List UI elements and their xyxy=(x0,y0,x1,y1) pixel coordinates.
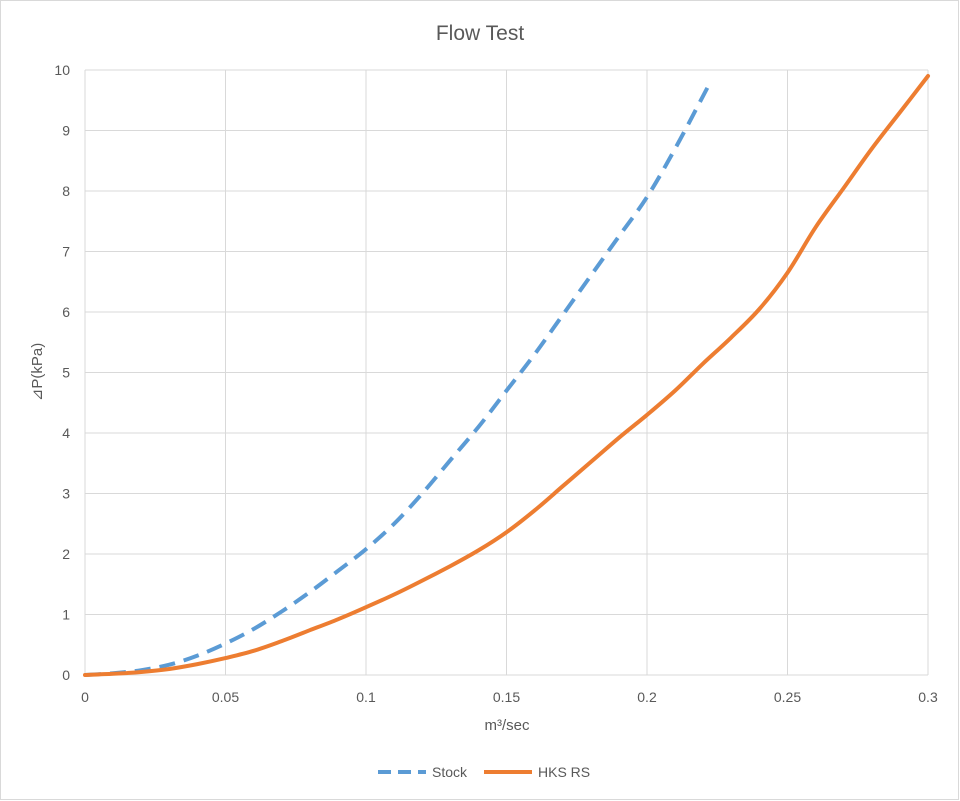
x-axis-title: m³/sec xyxy=(485,717,531,734)
series-line-hks-rs xyxy=(83,74,930,677)
x-tick-label-4: 0.2 xyxy=(637,689,657,705)
y-tick-label-7: 7 xyxy=(62,244,70,260)
legend-label-hks-rs: HKS RS xyxy=(538,764,590,780)
x-tick-label-5: 0.25 xyxy=(774,689,801,705)
tick-labels: 0 1 2 3 4 5 6 7 8 9 10 0 0.05 0.1 0.15 0.2 0.25 0.3 xyxy=(54,62,938,705)
y-tick-label-8: 8 xyxy=(62,183,70,199)
y-tick-label-0: 0 xyxy=(62,667,70,683)
y-tick-label-5: 5 xyxy=(62,365,70,381)
series-lines xyxy=(83,74,930,677)
gridlines xyxy=(84,69,929,676)
x-tick-label-3: 0.15 xyxy=(493,689,520,705)
y-tick-label-4: 4 xyxy=(62,425,70,441)
x-tick-label-6: 0.3 xyxy=(918,689,938,705)
x-tick-label-0: 0 xyxy=(81,689,89,705)
chart-title: Flow Test xyxy=(436,22,524,45)
y-tick-label-9: 9 xyxy=(62,123,70,139)
series-line-stock xyxy=(84,84,711,677)
y-tick-label-3: 3 xyxy=(62,486,70,502)
legend-label-stock: Stock xyxy=(432,764,468,780)
x-tick-label-2: 0.1 xyxy=(356,689,376,705)
y-tick-label-6: 6 xyxy=(62,304,70,320)
legend: Stock HKS RS xyxy=(378,764,590,780)
y-tick-label-1: 1 xyxy=(62,607,70,623)
y-tick-label-10: 10 xyxy=(54,62,70,78)
y-tick-label-2: 2 xyxy=(62,546,70,562)
x-tick-label-1: 0.05 xyxy=(212,689,239,705)
y-axis-title: ⊿P(kPa) xyxy=(29,343,46,401)
